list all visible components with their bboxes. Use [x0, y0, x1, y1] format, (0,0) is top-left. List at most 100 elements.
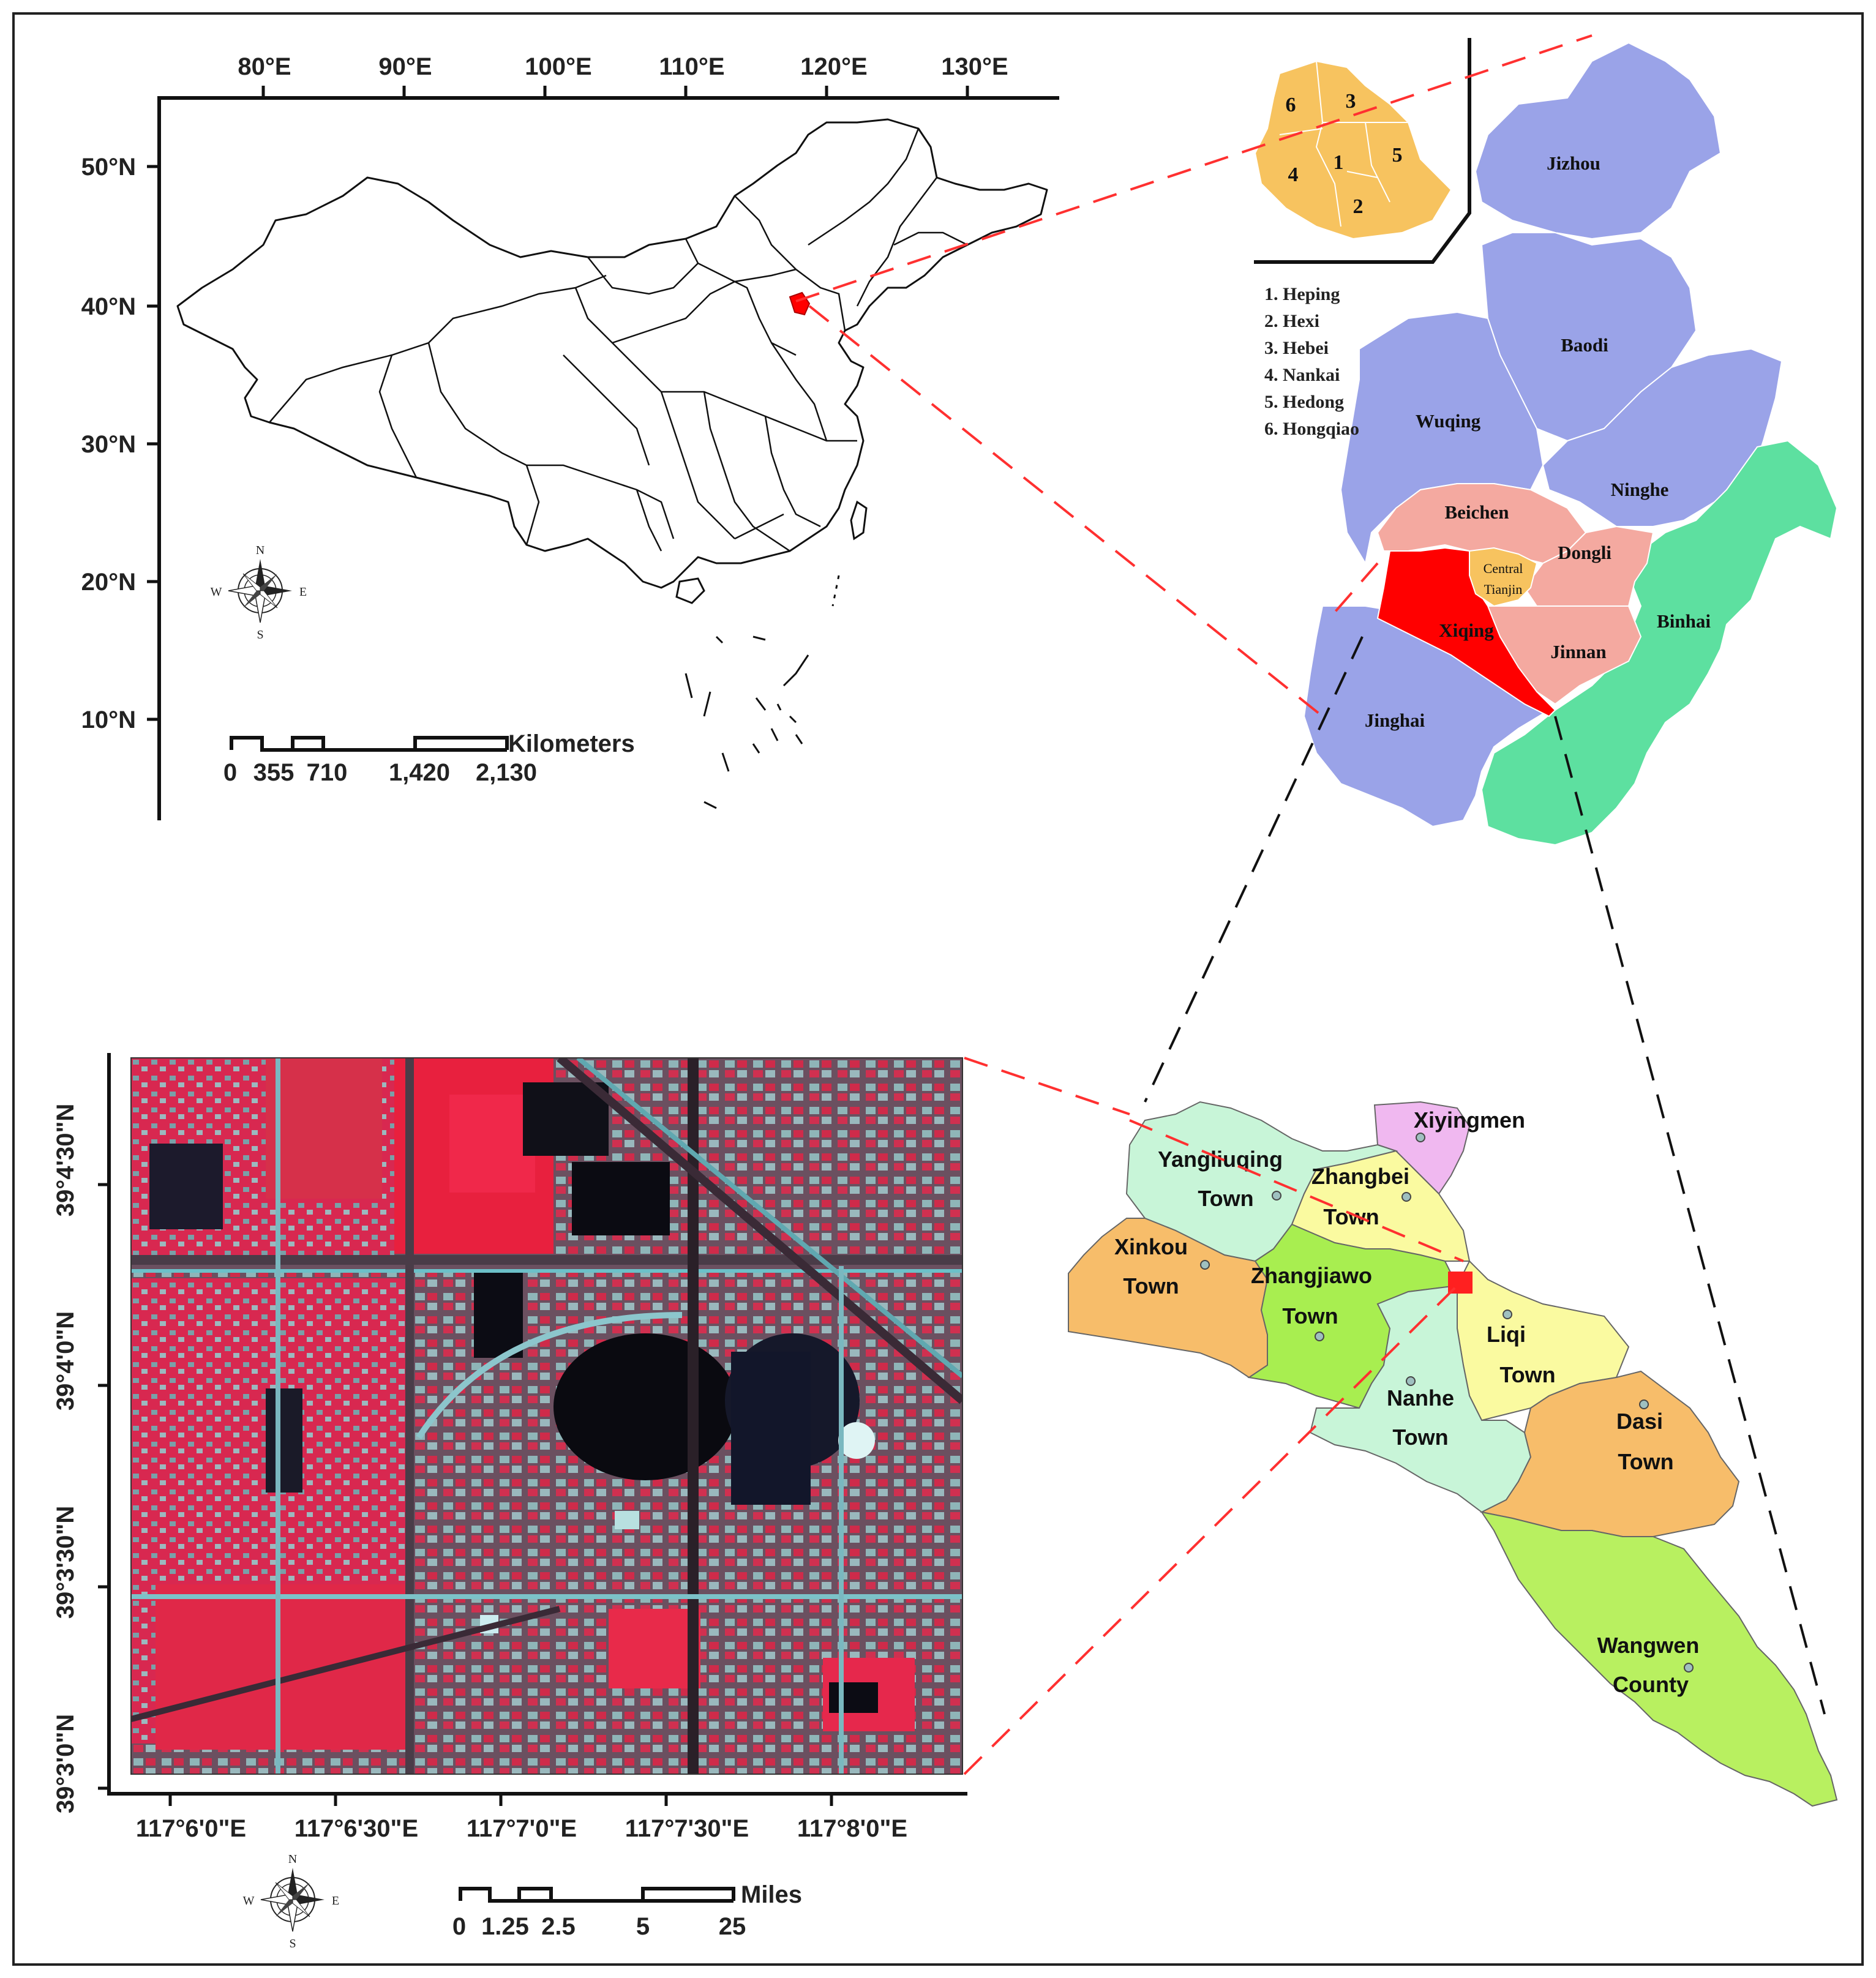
district-binhai [1480, 440, 1838, 846]
central-tianjin-inset: 6 3 1 5 4 2 [1254, 38, 1471, 264]
inset-number: 3 [1346, 90, 1356, 113]
sat-lon-label: 117°7'30"E [625, 1815, 749, 1842]
sat-lon-label: 117°7'0"E [467, 1815, 577, 1842]
central-district-legend: 1. Heping 2. Hexi 3. Hebei 4. Nankai 5. … [1264, 284, 1359, 439]
town-label: Town [1499, 1362, 1555, 1387]
scale-label: 25 [719, 1913, 746, 1940]
lat-tick-label: 20°N [81, 569, 136, 596]
scale-label: 2,130 [476, 759, 537, 786]
compass-s-label: S [257, 628, 263, 642]
south-china-sea-islands [685, 575, 840, 809]
scale-label: 710 [307, 759, 348, 786]
scale-label: 5 [636, 1913, 650, 1940]
sat-lon-label: 117°8'0"E [797, 1815, 907, 1842]
district-label: Binhai [1657, 610, 1711, 632]
town-label: Town [1618, 1449, 1673, 1474]
lat-tick-label: 40°N [81, 293, 136, 320]
town-wangwen [1480, 1511, 1838, 1807]
district-label: Baodi [1561, 334, 1608, 356]
hainan-island [675, 577, 705, 604]
district-label: Tianjin [1484, 582, 1523, 597]
scale-unit: Miles [741, 1881, 802, 1908]
inset-districts [1254, 60, 1452, 240]
scale-label: 0 [223, 759, 237, 786]
town-dasi [1479, 1370, 1740, 1537]
town-label: Wangwen [1597, 1633, 1700, 1658]
sat-lon-label: 117°6'0"E [136, 1815, 246, 1842]
scale-label: 1.25 [481, 1913, 529, 1940]
town-label: Liqi [1487, 1322, 1526, 1347]
tianjin-district-map: Jizhou Baodi Wuqing Ninghe Beichen Dongl… [1303, 42, 1838, 846]
china-overview-map: 80°E 90°E 100°E 110°E 120°E 130°E 50°N 4… [81, 53, 1059, 820]
satellite-axis [107, 1053, 967, 1796]
compass-e-label: E [332, 1894, 339, 1908]
lon-tick-label: 110°E [659, 53, 724, 80]
town-label: Town [1392, 1425, 1448, 1450]
sat-lat-label: 39°3'0"N [52, 1714, 79, 1813]
sat-lat-label: 39°4'0"N [52, 1311, 79, 1410]
district-label: Ninghe [1611, 479, 1669, 500]
legend-item: 6. Hongqiao [1264, 419, 1359, 439]
compass-n-label: N [256, 544, 265, 557]
inset-number: 2 [1353, 195, 1364, 218]
district-label: Dongli [1558, 542, 1611, 563]
town-label: County [1613, 1672, 1689, 1697]
town-label: Town [1123, 1273, 1179, 1298]
figure-border [12, 12, 1864, 1966]
inset-number: 5 [1392, 144, 1403, 167]
legend-item: 3. Hebei [1264, 338, 1329, 358]
compass-e-label: E [299, 585, 307, 599]
taiwan-island [850, 500, 868, 541]
legend-item: 2. Hexi [1264, 311, 1319, 331]
miles-scale-bar: 0 1.25 2.5 5 25 Miles [452, 1881, 802, 1940]
compass-w-label: W [243, 1894, 255, 1908]
district-label: Jinnan [1550, 641, 1606, 662]
sat-lon-label: 117°6'30"E [295, 1815, 418, 1842]
inset-frame [1254, 38, 1471, 264]
lat-tick-label: 10°N [81, 706, 136, 733]
district-label: Jizhou [1547, 152, 1600, 174]
town-label: Town [1282, 1303, 1338, 1328]
district-label: Beichen [1444, 501, 1509, 523]
town-label: Zhangjiawo [1251, 1263, 1372, 1288]
lon-tick-label: 80°E [238, 53, 291, 80]
town-label: Nanhe [1387, 1385, 1454, 1410]
legend-item: 1. Heping [1264, 284, 1340, 304]
sat-lat-label: 39°4'30"N [52, 1104, 79, 1217]
compass-w-label: W [211, 585, 222, 599]
town-label: Xinkou [1114, 1234, 1188, 1259]
scale-label: 355 [253, 759, 295, 786]
north-arrow-compass: N S E W [211, 544, 307, 642]
scale-label: 0 [452, 1913, 466, 1940]
scale-label: 2.5 [541, 1913, 576, 1940]
compass-s-label: S [289, 1937, 296, 1950]
inset-number: 1 [1334, 151, 1344, 174]
lon-tick-label: 100°E [525, 53, 591, 80]
china-outline [176, 118, 1048, 589]
district-label: Wuqing [1416, 410, 1481, 432]
false-color-satellite-image [131, 1058, 962, 1774]
xiqing-town-map: Xiyingmen Yangliuqing Town Zhangbei Town… [1068, 1101, 1838, 1807]
satellite-image-panel: 39°4'30"N 39°4'0"N 39°3'30"N 39°3'0"N 11… [52, 1053, 967, 1950]
inset-number: 6 [1286, 94, 1296, 116]
town-seat-markers [1200, 1133, 1694, 1673]
town-label: Dasi [1616, 1409, 1663, 1434]
district-label: Jinghai [1365, 710, 1425, 731]
km-scale-bar: 0 355 710 1,420 2,130 Kilometers [223, 730, 635, 786]
north-arrow-compass: N S E W [243, 1853, 340, 1950]
lon-tick-label: 90°E [378, 53, 432, 80]
legend-item: 4. Nankai [1264, 365, 1340, 385]
district-central-tianjin [1469, 547, 1538, 607]
town-label: Zhangbei [1311, 1164, 1409, 1189]
legend-item: 5. Hedong [1264, 392, 1344, 412]
china-map-axis [157, 96, 1059, 820]
lon-tick-label: 130°E [941, 53, 1008, 80]
compass-n-label: N [288, 1853, 297, 1866]
scale-unit: Kilometers [508, 730, 635, 757]
leader-lines [795, 34, 1826, 1775]
town-label: Xiyingmen [1414, 1107, 1525, 1133]
province-boundaries [269, 128, 968, 552]
town-label: Town [1198, 1186, 1253, 1211]
town-label: Town [1323, 1204, 1379, 1229]
